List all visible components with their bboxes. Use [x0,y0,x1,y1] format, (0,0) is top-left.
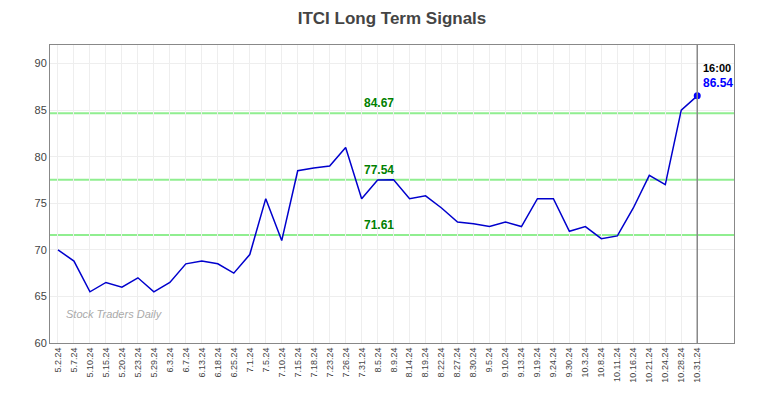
svg-text:9.5.24: 9.5.24 [484,348,494,373]
svg-text:7.10.24: 7.10.24 [277,348,287,378]
svg-text:6.13.24: 6.13.24 [197,348,207,378]
svg-text:9.10.24: 9.10.24 [500,348,510,378]
svg-text:84.67: 84.67 [364,96,394,110]
svg-text:5.23.24: 5.23.24 [133,348,143,378]
svg-text:7.5.24: 7.5.24 [261,348,271,373]
svg-text:71.61: 71.61 [364,218,394,232]
svg-text:10.16.24: 10.16.24 [628,348,638,383]
svg-text:8.14.24: 8.14.24 [405,348,415,378]
svg-text:8.22.24: 8.22.24 [436,348,446,378]
svg-text:8.9.24: 8.9.24 [389,348,399,373]
svg-text:6.3.24: 6.3.24 [165,348,175,373]
svg-text:ITCI Long Term Signals: ITCI Long Term Signals [298,9,487,28]
svg-text:7.23.24: 7.23.24 [325,348,335,378]
svg-text:9.13.24: 9.13.24 [516,348,526,378]
svg-text:10.3.24: 10.3.24 [580,348,590,378]
svg-text:6.18.24: 6.18.24 [213,348,223,378]
svg-text:7.15.24: 7.15.24 [293,348,303,378]
svg-text:77.54: 77.54 [364,163,394,177]
svg-text:Stock Traders Daily: Stock Traders Daily [66,308,163,320]
svg-text:85: 85 [35,104,47,116]
svg-text:9.24.24: 9.24.24 [548,348,558,378]
svg-text:80: 80 [35,151,47,163]
svg-text:10.31.24: 10.31.24 [692,348,702,383]
svg-text:9.19.24: 9.19.24 [532,348,542,378]
svg-text:5.10.24: 5.10.24 [85,348,95,378]
svg-text:5.15.24: 5.15.24 [101,348,111,378]
svg-text:8.27.24: 8.27.24 [452,348,462,378]
svg-text:7.26.24: 7.26.24 [341,348,351,378]
svg-text:10.8.24: 10.8.24 [596,348,606,378]
svg-text:6.25.24: 6.25.24 [229,348,239,378]
svg-text:65: 65 [35,290,47,302]
svg-text:10.28.24: 10.28.24 [676,348,686,383]
svg-text:60: 60 [35,337,47,349]
svg-text:9.30.24: 9.30.24 [564,348,574,378]
svg-text:6.7.24: 6.7.24 [181,348,191,373]
svg-text:70: 70 [35,244,47,256]
svg-text:7.31.24: 7.31.24 [357,348,367,378]
svg-text:8.19.24: 8.19.24 [420,348,430,378]
svg-text:5.29.24: 5.29.24 [149,348,159,378]
svg-text:90: 90 [35,57,47,69]
svg-text:5.7.24: 5.7.24 [69,348,79,373]
svg-text:8.5.24: 8.5.24 [373,348,383,373]
svg-text:10.11.24: 10.11.24 [612,348,622,382]
svg-text:10.24.24: 10.24.24 [660,348,670,383]
svg-text:7.18.24: 7.18.24 [309,348,319,378]
svg-text:16:00: 16:00 [703,62,731,74]
svg-text:5.2.24: 5.2.24 [53,348,63,373]
svg-text:75: 75 [35,197,47,209]
svg-text:7.1.24: 7.1.24 [245,348,255,373]
svg-text:8.30.24: 8.30.24 [468,348,478,378]
svg-text:86.54: 86.54 [703,76,733,90]
svg-text:10.21.24: 10.21.24 [644,348,654,383]
svg-text:5.20.24: 5.20.24 [117,348,127,378]
